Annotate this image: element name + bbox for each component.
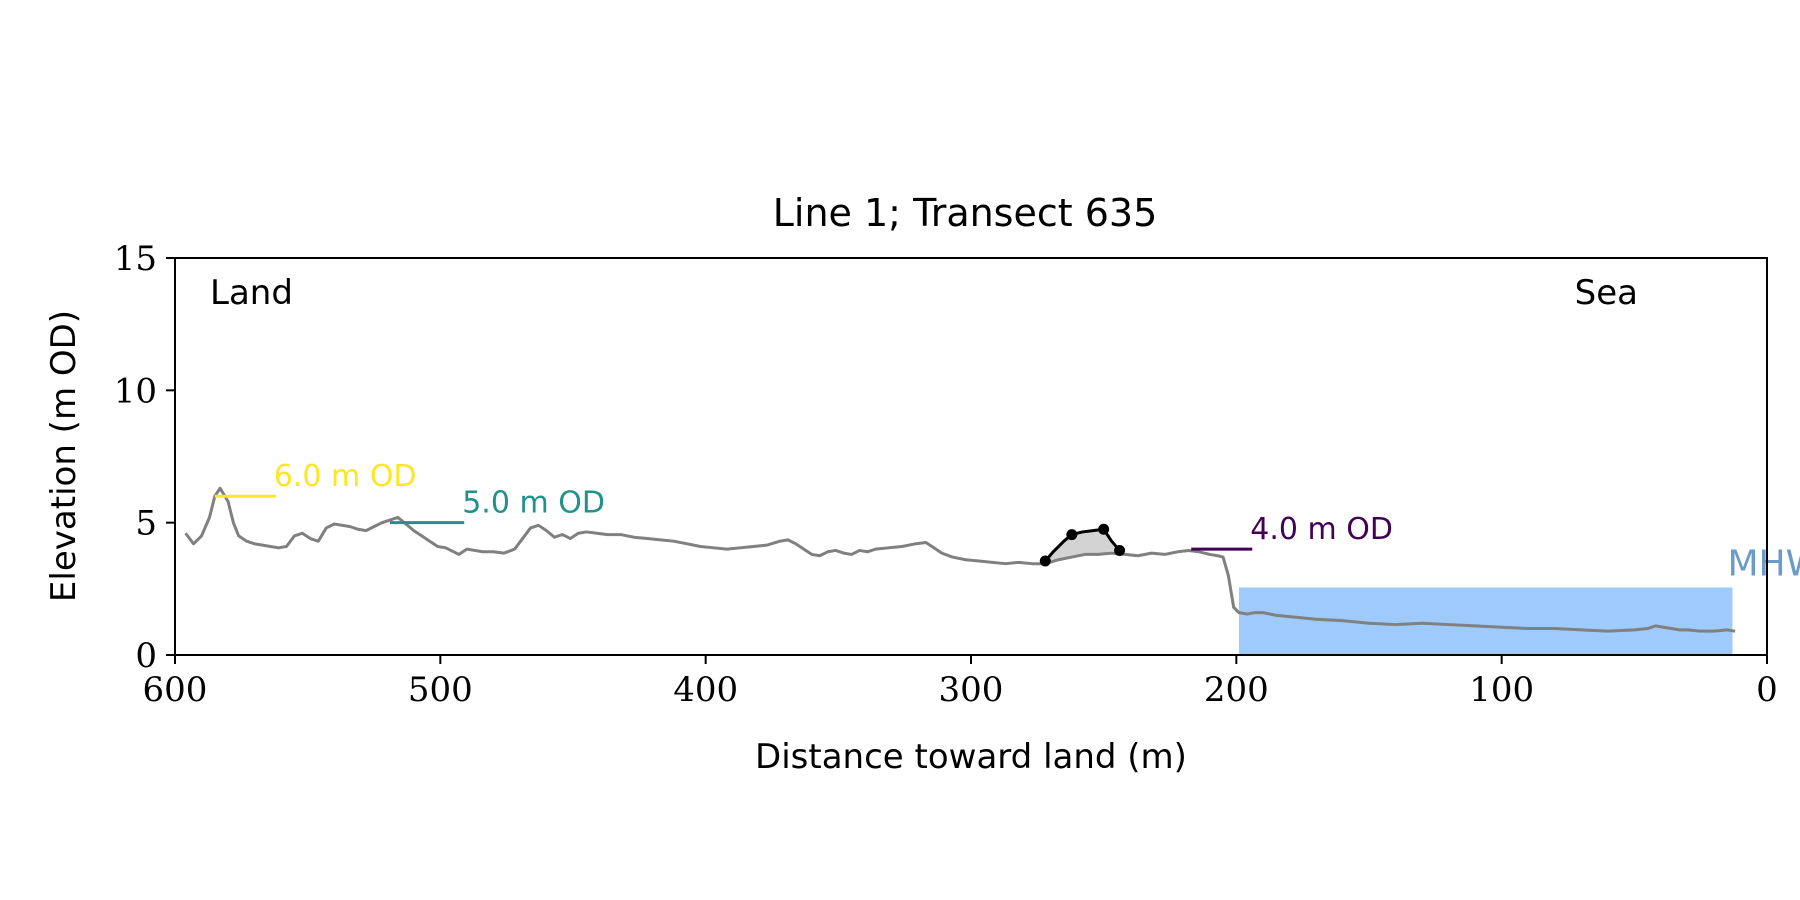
feature-marker	[1066, 529, 1078, 541]
x-tick-label: 200	[1204, 670, 1269, 710]
land-label: Land	[210, 273, 293, 313]
y-tick-label: 5	[135, 504, 157, 544]
chart-title: Line 1; Transect 635	[773, 191, 1158, 235]
elevation-profile-line	[184, 486, 1736, 633]
mhws-band	[1238, 587, 1733, 655]
y-tick-label: 0	[135, 636, 157, 676]
plot-area: MHWS 6.0 m OD 5.0 m OD 4.0 m OD	[184, 459, 1800, 655]
x-tick-label: 600	[143, 670, 208, 710]
axis-ticks: 600 500 400 300 200 100 0 0 5 10 15	[114, 239, 1778, 710]
y-axis-label: Elevation (m OD)	[44, 310, 84, 602]
x-axis-label: Distance toward land (m)	[755, 737, 1187, 777]
x-tick-label: 100	[1469, 670, 1534, 710]
contour-label: 6.0 m OD	[274, 459, 417, 494]
y-tick-label: 10	[114, 371, 157, 411]
sea-label: Sea	[1575, 273, 1638, 313]
x-tick-label: 500	[408, 670, 473, 710]
y-tick-label: 15	[114, 239, 157, 279]
x-tick-label: 400	[673, 670, 738, 710]
contour-label: 5.0 m OD	[462, 486, 605, 521]
mhws-label: MHWS	[1727, 544, 1800, 585]
feature-line	[1044, 527, 1121, 563]
feature-marker	[1098, 523, 1110, 535]
contour-label: 4.0 m OD	[1250, 512, 1393, 547]
feature-marker	[1039, 555, 1051, 567]
x-tick-label: 0	[1756, 670, 1778, 710]
feature-marker	[1114, 544, 1126, 556]
x-tick-label: 300	[939, 670, 1004, 710]
